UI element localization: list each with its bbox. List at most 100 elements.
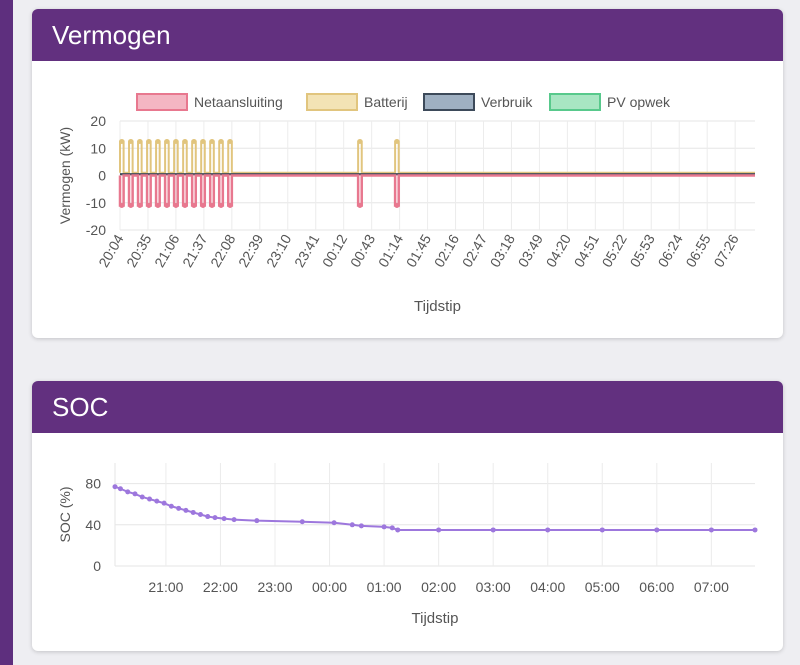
data-point-netaansluiting: [227, 202, 233, 208]
x-tick-label: 23:41: [291, 231, 322, 270]
x-tick-label: 22:08: [207, 231, 238, 270]
x-tick-label: 03:00: [476, 579, 511, 595]
legend-item-batterij: Batterij: [306, 93, 408, 111]
x-tick-label: 04:51: [571, 231, 602, 270]
x-axis-title: Tijdstip: [412, 610, 459, 627]
x-tick-label: 23:00: [257, 579, 292, 595]
x-tick-label: 00:12: [319, 231, 350, 270]
x-tick-label: 01:14: [375, 231, 406, 270]
legend-item-netaansluiting: Netaansluiting: [136, 93, 283, 111]
data-point-netaansluiting: [394, 202, 400, 208]
data-point-batterij: [357, 138, 363, 144]
data-point-soc: [299, 519, 305, 525]
x-tick-label: 07:00: [694, 579, 729, 595]
data-point-soc: [147, 496, 153, 502]
x-tick-label: 00:00: [312, 579, 347, 595]
data-point-soc: [205, 514, 211, 520]
data-point-batterij: [394, 138, 400, 144]
data-point-netaansluiting: [137, 202, 143, 208]
x-tick-label: 03:49: [515, 231, 546, 270]
data-point-soc: [358, 523, 364, 529]
data-point-soc: [197, 512, 203, 517]
x-tick-label: 22:00: [203, 579, 238, 595]
legend-swatch: [136, 93, 188, 111]
data-point-soc: [176, 505, 182, 511]
y-tick-label: 40: [85, 517, 101, 533]
series-line-soc: [114, 485, 755, 531]
legend-label: Netaansluiting: [194, 94, 283, 110]
y-tick-label: 10: [90, 140, 106, 156]
soc-card-title: SOC: [32, 381, 783, 433]
x-tick-label: 04:20: [543, 231, 574, 270]
x-tick-label: 04:00: [530, 579, 565, 595]
data-point-batterij: [227, 138, 233, 144]
data-point-soc: [389, 525, 395, 531]
legend-swatch: [549, 93, 601, 111]
data-point-soc: [349, 522, 355, 528]
data-point-soc: [154, 498, 160, 504]
vermogen-card: Vermogen Netaansluiting Batterij Verbruik P…: [32, 9, 783, 338]
data-point-soc: [395, 527, 401, 533]
series-line-batterij: [119, 140, 755, 174]
data-point-netaansluiting: [146, 202, 152, 208]
x-tick-label: 03:18: [487, 231, 518, 270]
y-axis-title: Vermogen (kW): [57, 127, 73, 224]
x-tick-label: 21:37: [179, 231, 210, 270]
data-point-soc: [190, 509, 196, 515]
data-point-netaansluiting: [173, 202, 179, 208]
x-tick-label: 01:45: [403, 231, 434, 270]
x-tick-label: 20:35: [123, 231, 154, 270]
data-point-soc: [752, 527, 758, 533]
data-point-soc: [112, 484, 118, 490]
x-tick-label: 23:10: [263, 231, 294, 270]
x-tick-label: 01:00: [367, 579, 402, 595]
data-point-soc: [599, 527, 605, 533]
data-point-soc: [168, 503, 174, 509]
legend-swatch: [306, 93, 358, 111]
data-point-batterij: [137, 138, 143, 144]
x-tick-label: 00:43: [347, 231, 378, 270]
legend-label: Batterij: [364, 94, 408, 110]
data-point-soc: [331, 520, 337, 526]
data-point-soc: [231, 517, 237, 523]
data-point-batterij: [119, 138, 125, 144]
data-point-soc: [161, 500, 167, 506]
data-point-soc: [490, 527, 496, 533]
data-point-soc: [436, 527, 442, 533]
y-tick-label: 80: [85, 476, 101, 492]
x-tick-label: 02:16: [431, 231, 462, 270]
y-tick-label: 20: [90, 113, 106, 129]
data-point-soc: [117, 486, 123, 492]
vermogen-card-title: Vermogen: [32, 9, 783, 61]
data-point-batterij: [191, 138, 197, 144]
data-point-netaansluiting: [119, 202, 125, 208]
data-point-netaansluiting: [155, 202, 161, 208]
data-point-soc: [183, 507, 189, 513]
x-tick-label: 06:00: [639, 579, 674, 595]
x-tick-label: 05:22: [599, 231, 630, 270]
data-point-netaansluiting: [357, 202, 363, 208]
data-point-batterij: [218, 138, 224, 144]
x-tick-label: 05:00: [585, 579, 620, 595]
data-point-soc: [125, 489, 131, 495]
legend-label: Verbruik: [481, 94, 533, 110]
soc-chart: 80 40 0 21:00 22:00 23:00 00:00 01:00 02:00 03:00…: [57, 463, 758, 627]
series-line-netaansluiting: [118, 174, 755, 207]
vermogen-chart: Netaansluiting Batterij Verbruik PV opwek 20…: [57, 93, 755, 315]
soc-card: SOC 80 40 0 21:00 22:00 23:00 00:00 01:00 02:00 0…: [32, 381, 783, 651]
x-tick-label: 02:00: [421, 579, 456, 595]
data-point-soc: [132, 491, 138, 497]
x-tick-label: 21:00: [148, 579, 183, 595]
data-point-batterij: [155, 138, 161, 144]
data-point-netaansluiting: [128, 202, 134, 208]
data-point-soc: [545, 527, 551, 533]
data-point-batterij: [209, 138, 215, 144]
data-point-netaansluiting: [218, 202, 224, 208]
data-point-batterij: [200, 138, 206, 144]
data-point-netaansluiting: [164, 202, 170, 208]
data-point-soc: [139, 494, 145, 500]
x-tick-label: 02:47: [459, 231, 490, 270]
y-tick-label: 0: [98, 168, 106, 184]
legend-label: PV opwek: [607, 94, 671, 110]
x-axis-title: Tijdstip: [414, 298, 461, 315]
